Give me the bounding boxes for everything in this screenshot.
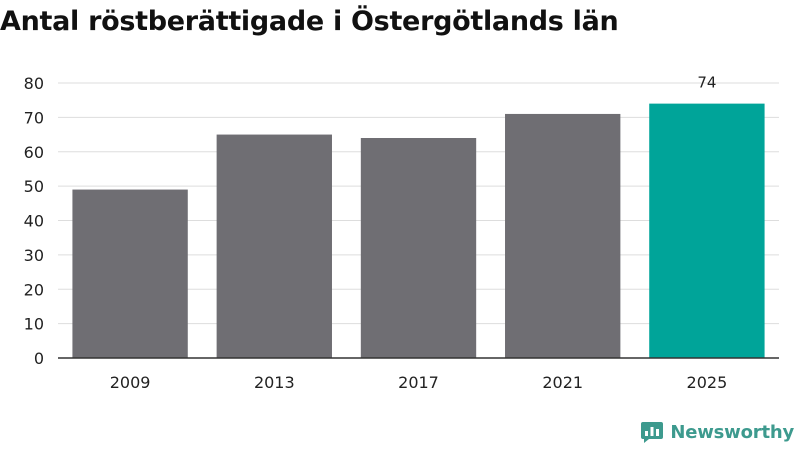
y-tick-label: 80 [24,74,44,93]
y-tick-label: 70 [24,108,44,127]
bar-2009 [72,189,188,358]
x-tick-label: 2025 [687,373,728,392]
bar-2021 [505,113,621,358]
bar-2025 [649,103,765,358]
bar-2013 [216,134,332,358]
y-tick-label: 40 [24,212,44,231]
x-tick-label: 2009 [110,373,151,392]
bar-2017 [360,138,477,358]
bars [72,103,765,358]
y-tick-label: 20 [24,280,44,299]
y-tick-label: 30 [24,246,44,265]
chart-title: Antal röstberättigade i Östergötlands lä… [0,6,619,37]
x-tick-label: 2017 [398,373,439,392]
newsworthy-logo-icon [641,422,664,443]
y-tick-label: 10 [24,315,44,334]
x-tick-label: 2021 [542,373,583,392]
data-label-2025: 74 [697,74,716,92]
brand-logo: Newsworthy [640,420,794,444]
y-tick-label: 50 [24,177,44,196]
y-tick-label: 60 [24,143,44,162]
labels: 0 10 20 30 40 50 60 70 80 2009 2013 2017 2021 2025 74 [24,74,728,392]
y-tick-label: 0 [34,349,44,368]
x-tick-label: 2013 [254,373,295,392]
brand-name: Newsworthy [670,421,794,443]
